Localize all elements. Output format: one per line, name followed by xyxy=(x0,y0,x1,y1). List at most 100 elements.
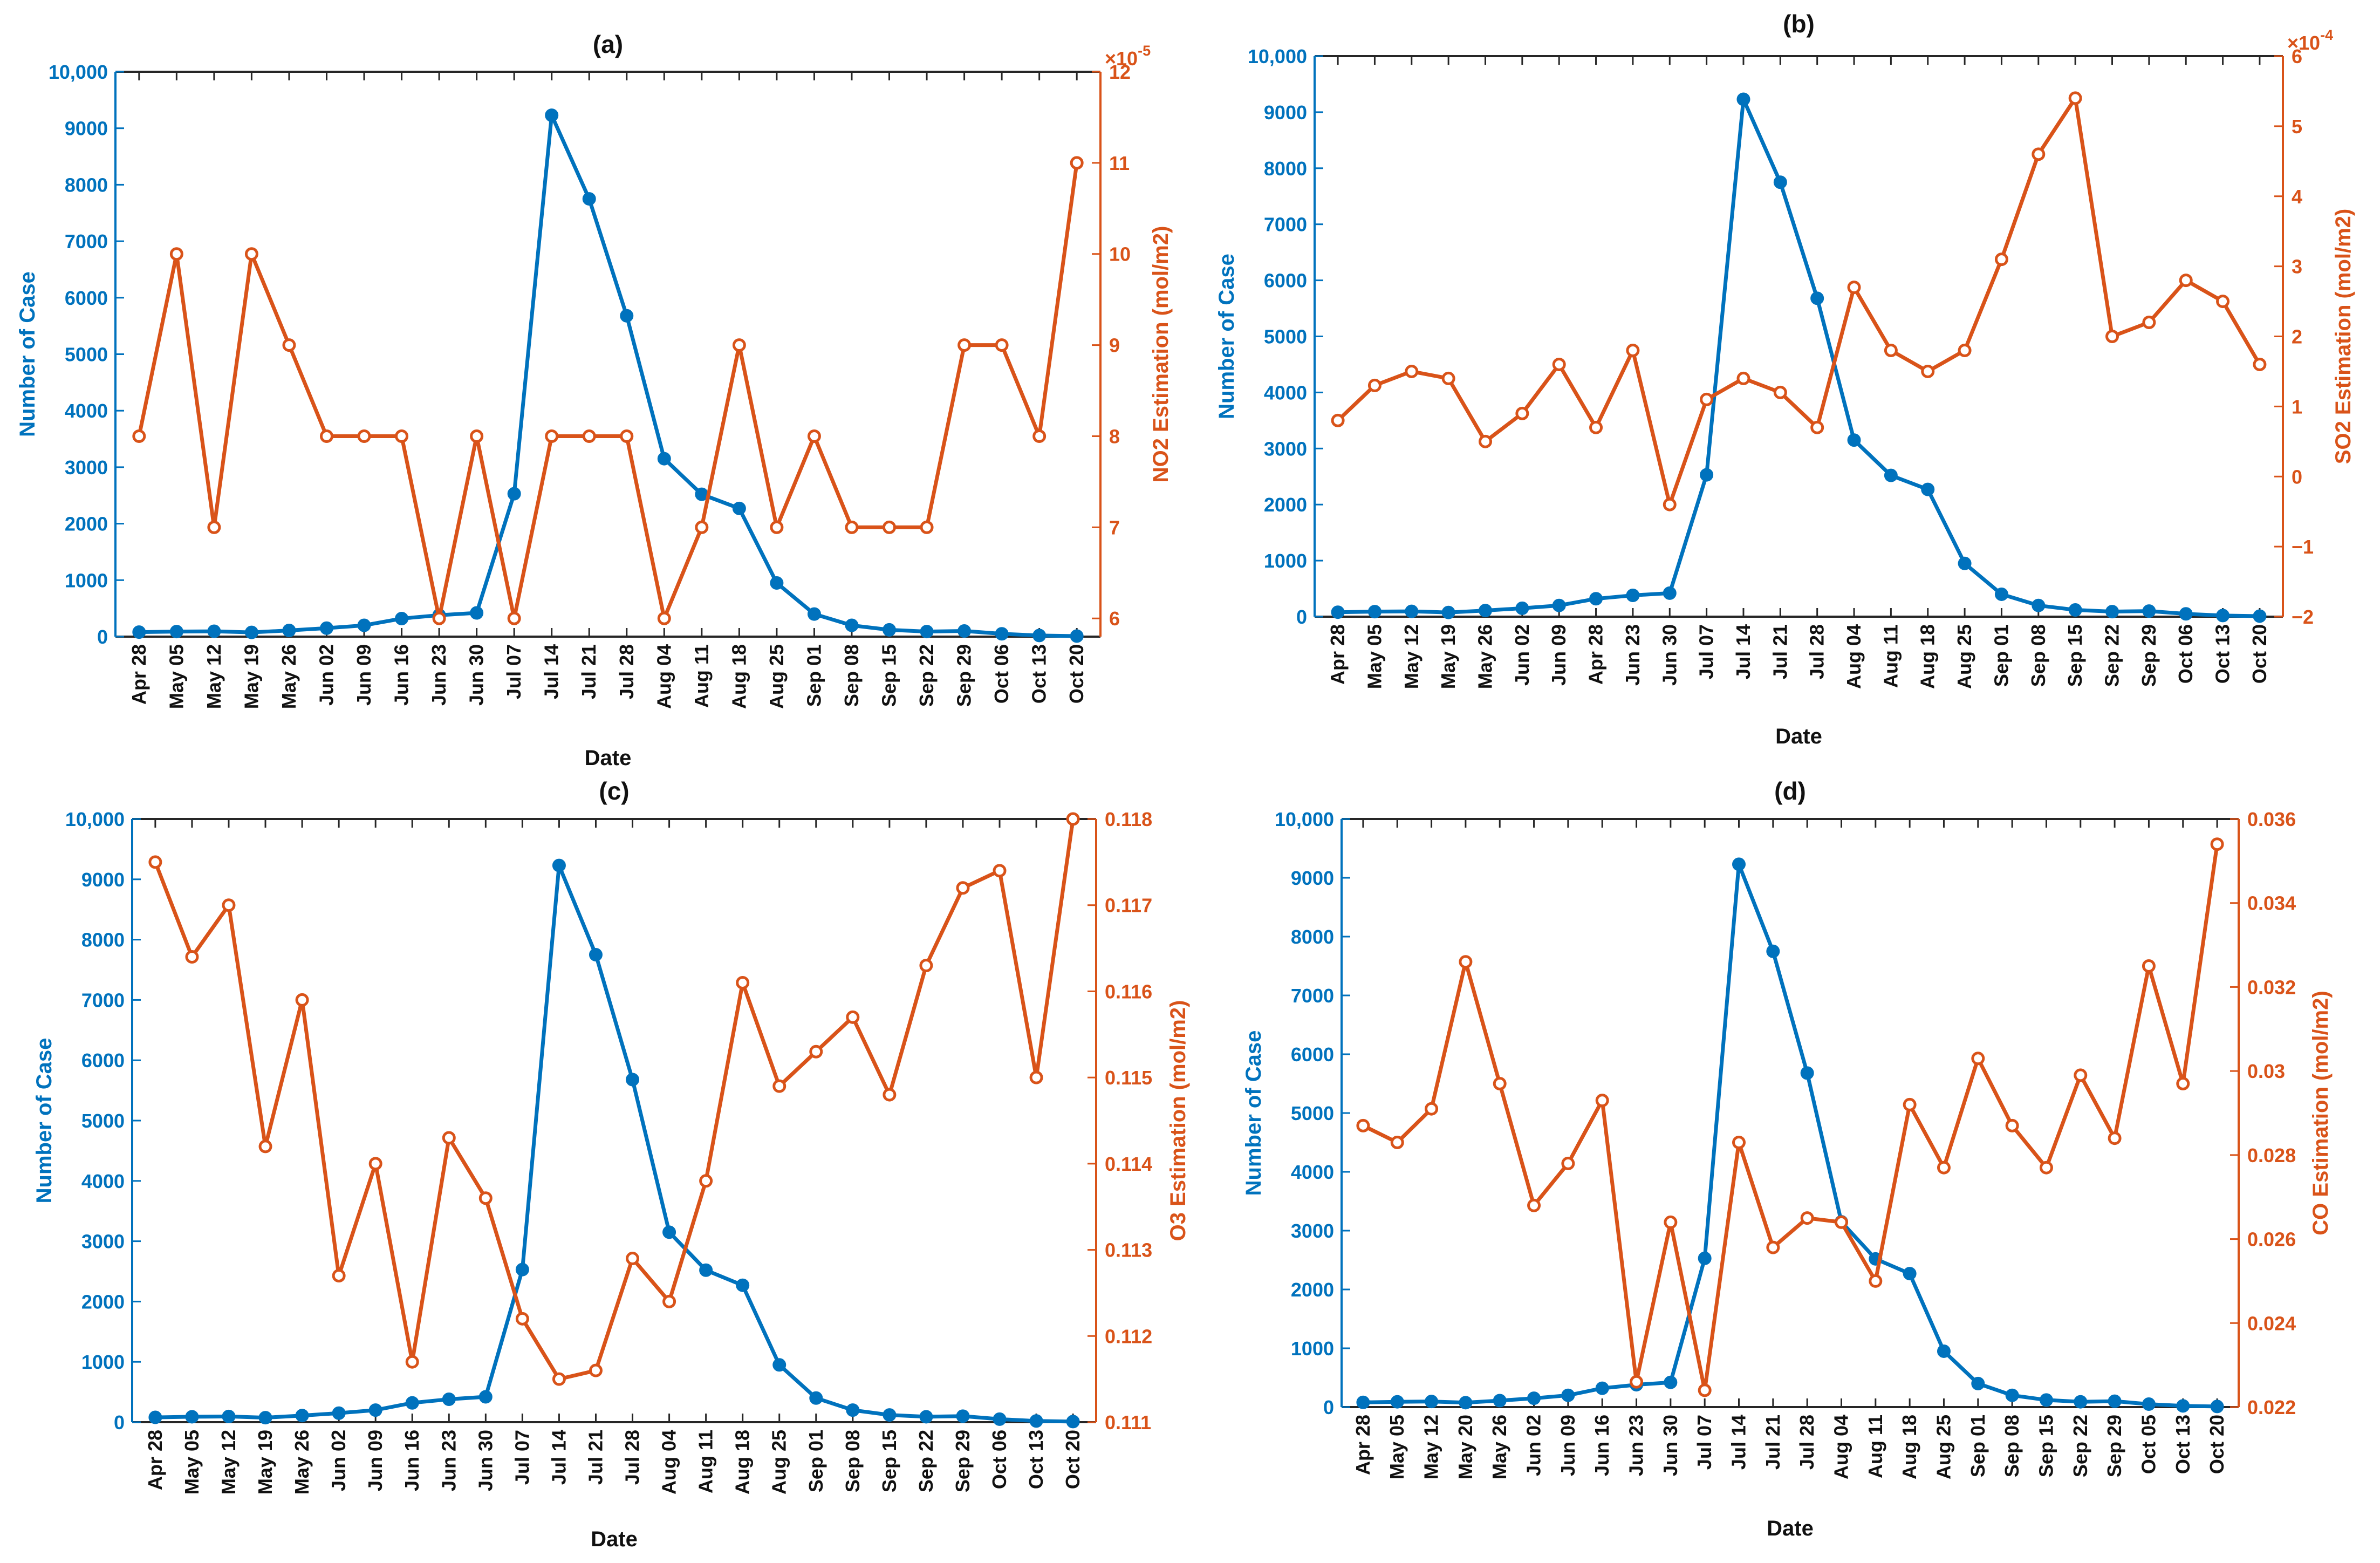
pollutant-point xyxy=(1493,1077,1507,1090)
x-tick-label: Aug 25 xyxy=(765,644,788,709)
right-y-tick-label: 0.118 xyxy=(1105,808,1152,830)
right-y-axis-label: O3 Estimation (mol/m2) xyxy=(1166,1000,1190,1241)
pollutant-point xyxy=(470,429,484,443)
left-y-tick-label: 8000 xyxy=(81,929,125,951)
pollutant-point xyxy=(1066,812,1080,826)
x-tick-label: Sep 22 xyxy=(2069,1415,2091,1477)
pollutant-point xyxy=(1800,1211,1814,1225)
x-tick-label: Jun 02 xyxy=(315,644,337,706)
x-tick-label: Oct 20 xyxy=(2206,1415,2228,1474)
left-y-tick-label: 3000 xyxy=(1291,1220,1334,1242)
pollutant-point xyxy=(920,520,934,534)
right-y-axis-label: CO Estimation (mol/m2) xyxy=(2309,991,2333,1235)
left-y-tick-label: 5000 xyxy=(1291,1102,1334,1124)
pollutant-point xyxy=(405,1355,419,1369)
pollutant-point xyxy=(1515,406,1529,420)
pollutant-point xyxy=(148,855,162,869)
pollutant-point xyxy=(883,520,897,534)
pollutant-point xyxy=(2176,1077,2190,1090)
right-y-tick-label: 0.113 xyxy=(1105,1239,1152,1261)
cases-point xyxy=(244,625,258,639)
x-tick-label: Oct 20 xyxy=(1065,644,1088,704)
right-y-tick-label: 0.022 xyxy=(2247,1396,2296,1418)
pollutant-point xyxy=(1971,1052,1985,1066)
right-axis-exponent-power: -5 xyxy=(1138,43,1151,59)
cases-point xyxy=(772,1358,787,1372)
x-tick-label: Oct 06 xyxy=(990,644,1013,704)
cases-point xyxy=(807,607,821,621)
x-tick-label: Oct 13 xyxy=(2172,1415,2194,1474)
cases-point xyxy=(1810,291,1824,305)
cases-point xyxy=(1732,857,1746,871)
cases-point xyxy=(2253,609,2267,623)
pollutant-point xyxy=(772,1079,787,1093)
x-tick-label: May 19 xyxy=(1437,624,1459,689)
pollutant-point xyxy=(1405,364,1419,378)
x-tick-label: Oct 20 xyxy=(1062,1430,1084,1489)
cases-point xyxy=(470,606,484,620)
left-y-tick-label: 0 xyxy=(1323,1396,1334,1418)
cases-point xyxy=(582,192,596,206)
left-y-tick-label: 2000 xyxy=(1264,494,1307,516)
left-y-tick-label: 9000 xyxy=(81,869,125,891)
x-tick-label: Apr 28 xyxy=(128,644,150,705)
cases-point xyxy=(2074,1395,2088,1409)
cases-point xyxy=(552,858,566,872)
pollutant-point xyxy=(2216,295,2230,309)
right-y-tick-label: 0.024 xyxy=(2247,1312,2296,1334)
right-y-tick-label: 3 xyxy=(2292,256,2302,278)
cases-point xyxy=(1331,605,1345,619)
pollutant-point xyxy=(1561,1156,1575,1170)
cases-point xyxy=(2108,1394,2122,1408)
x-tick-label: Sep 15 xyxy=(878,644,900,707)
x-axis-label: Date xyxy=(1775,725,1822,748)
right-y-tick-label: 11 xyxy=(1109,152,1130,174)
x-tick-label: Jun 02 xyxy=(327,1430,350,1491)
right-y-tick-label: 8 xyxy=(1109,425,1120,447)
x-tick-label: Sep 01 xyxy=(1990,624,2012,687)
x-tick-label: Jun 23 xyxy=(1625,1415,1647,1476)
cases-point xyxy=(1971,1376,1985,1390)
cases-point xyxy=(809,1391,823,1405)
x-tick-label: Aug 18 xyxy=(1898,1415,1920,1479)
pollutant-point xyxy=(2105,330,2119,343)
pollutant-point xyxy=(1367,378,1382,392)
x-tick-label: Aug 18 xyxy=(731,1430,754,1494)
cases-point xyxy=(1595,1381,1609,1395)
x-tick-label: Sep 08 xyxy=(2027,624,2049,687)
pollutant-point xyxy=(956,881,970,895)
cases-point xyxy=(2005,1388,2019,1402)
x-tick-label: Sep 08 xyxy=(842,1430,864,1492)
cases-point xyxy=(589,948,603,962)
pollutant-point xyxy=(545,429,559,443)
right-y-tick-label: 0.026 xyxy=(2247,1228,2296,1251)
x-tick-label: May 05 xyxy=(165,644,187,709)
x-tick-label: May 12 xyxy=(1420,1415,1442,1479)
pollutant-point xyxy=(1766,1240,1780,1254)
chart-title: (a) xyxy=(593,30,623,58)
right-y-tick-label: 0.114 xyxy=(1105,1153,1152,1175)
pollutant-point xyxy=(1698,1383,1712,1397)
x-tick-label: Aug 11 xyxy=(1879,624,1902,688)
pollutant-point xyxy=(185,950,199,964)
x-tick-label: Aug 18 xyxy=(1917,624,1939,689)
pollutant-point xyxy=(1847,281,1861,295)
right-axis-exponent: ×10-5 xyxy=(1105,43,1151,70)
cases-point xyxy=(2105,605,2119,619)
right-axis-exponent-power: -4 xyxy=(2320,27,2333,43)
cases-point xyxy=(919,1410,933,1424)
x-tick-label: Jun 09 xyxy=(1557,1415,1579,1476)
right-y-axis-label: SO2 Estimation (mol/m2) xyxy=(2331,209,2355,464)
x-tick-label: Jun 16 xyxy=(1591,1415,1613,1476)
pollutant-point xyxy=(1032,429,1047,443)
cases-point xyxy=(1736,92,1750,106)
chart-panel-a: Apr 28 May 05 May 12 May 19 May 26 Jun 02 Jun … xyxy=(16,30,1173,770)
x-tick-label: Jul 28 xyxy=(1806,624,1828,679)
pollutant-point xyxy=(846,1010,860,1024)
x-tick-label: Aug 04 xyxy=(1843,624,1865,689)
pollutant-point xyxy=(2074,1068,2088,1082)
cases-point xyxy=(332,1406,346,1420)
cases-point xyxy=(626,1073,640,1087)
pollutant-point xyxy=(2032,147,2046,161)
